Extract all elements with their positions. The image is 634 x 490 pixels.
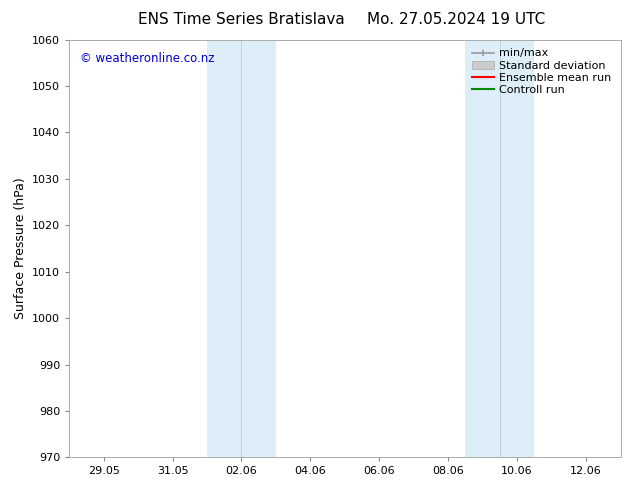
- Text: © weatheronline.co.nz: © weatheronline.co.nz: [81, 52, 215, 65]
- Text: ENS Time Series Bratislava: ENS Time Series Bratislava: [138, 12, 344, 27]
- Legend: min/max, Standard deviation, Ensemble mean run, Controll run: min/max, Standard deviation, Ensemble me…: [469, 45, 615, 98]
- Y-axis label: Surface Pressure (hPa): Surface Pressure (hPa): [13, 178, 27, 319]
- Text: Mo. 27.05.2024 19 UTC: Mo. 27.05.2024 19 UTC: [367, 12, 546, 27]
- Bar: [465, 40, 534, 458]
- Bar: [207, 40, 276, 458]
